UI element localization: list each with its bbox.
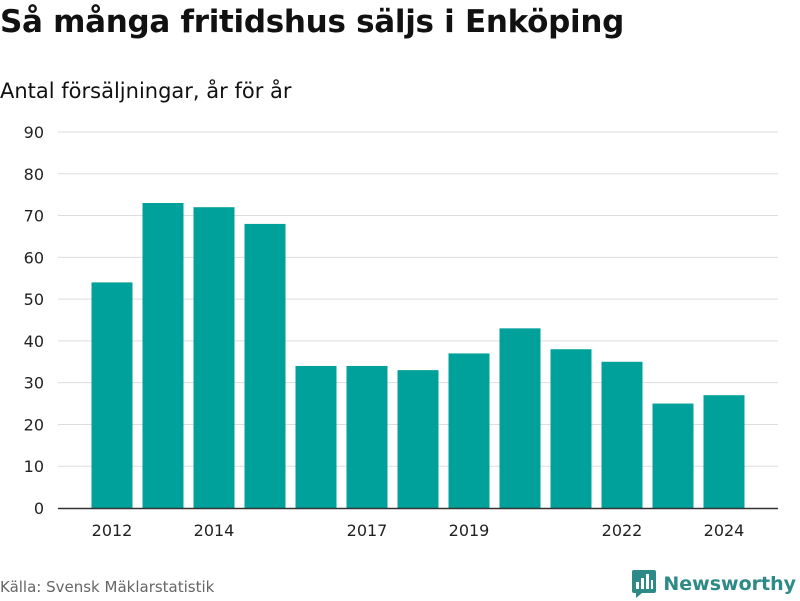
y-tick-labels: 0 10 20 30 40 50 60 70 80 90 [24, 123, 44, 518]
y-tick-label: 80 [24, 165, 44, 184]
y-tick-label: 60 [24, 248, 44, 267]
x-tick-label: 2012 [92, 521, 133, 540]
brand-logo[interactable]: Newsworthy [631, 567, 796, 601]
bar-2023 [652, 403, 694, 508]
x-tick-label: 2019 [449, 521, 490, 540]
bar-2020 [499, 328, 541, 508]
bar-2018 [397, 370, 439, 508]
bar-2012 [91, 282, 133, 508]
chart-subtitle: Antal försäljningar, år för år [0, 79, 292, 103]
y-tick-label: 70 [24, 207, 44, 226]
y-tick-label: 90 [24, 123, 44, 142]
y-tick-label: 20 [24, 415, 44, 434]
y-tick-label: 40 [24, 332, 44, 351]
bar-2015 [244, 223, 286, 508]
bar-2014 [193, 207, 235, 508]
bar-2021 [550, 349, 592, 508]
source-note: Källa: Svensk Mäklarstatistik [0, 578, 215, 596]
bar-chart: 0 10 20 30 40 50 60 70 80 90 2012 2014 2017 2019 2022… [24, 123, 778, 540]
bar-2013 [142, 203, 184, 508]
bars [91, 203, 745, 508]
bar-2024 [703, 395, 745, 508]
chart-title: Så många fritidshus säljs i Enköping [0, 4, 624, 40]
x-tick-label: 2014 [194, 521, 235, 540]
x-tick-label: 2024 [704, 521, 745, 540]
y-tick-label: 30 [24, 374, 44, 393]
y-tick-label: 50 [24, 290, 44, 309]
brand-name: Newsworthy [663, 573, 796, 595]
x-tick-label: 2022 [602, 521, 643, 540]
x-tick-labels: 2012 2014 2017 2019 2022 2024 [92, 521, 745, 540]
bar-2019 [448, 353, 490, 508]
x-tick-label: 2017 [347, 521, 388, 540]
bar-2016 [295, 365, 337, 508]
y-tick-label: 0 [34, 499, 44, 518]
bar-2022 [601, 361, 643, 508]
y-tick-label: 10 [24, 457, 44, 476]
newsworthy-logo-icon [632, 570, 657, 598]
bar-2017 [346, 365, 388, 508]
